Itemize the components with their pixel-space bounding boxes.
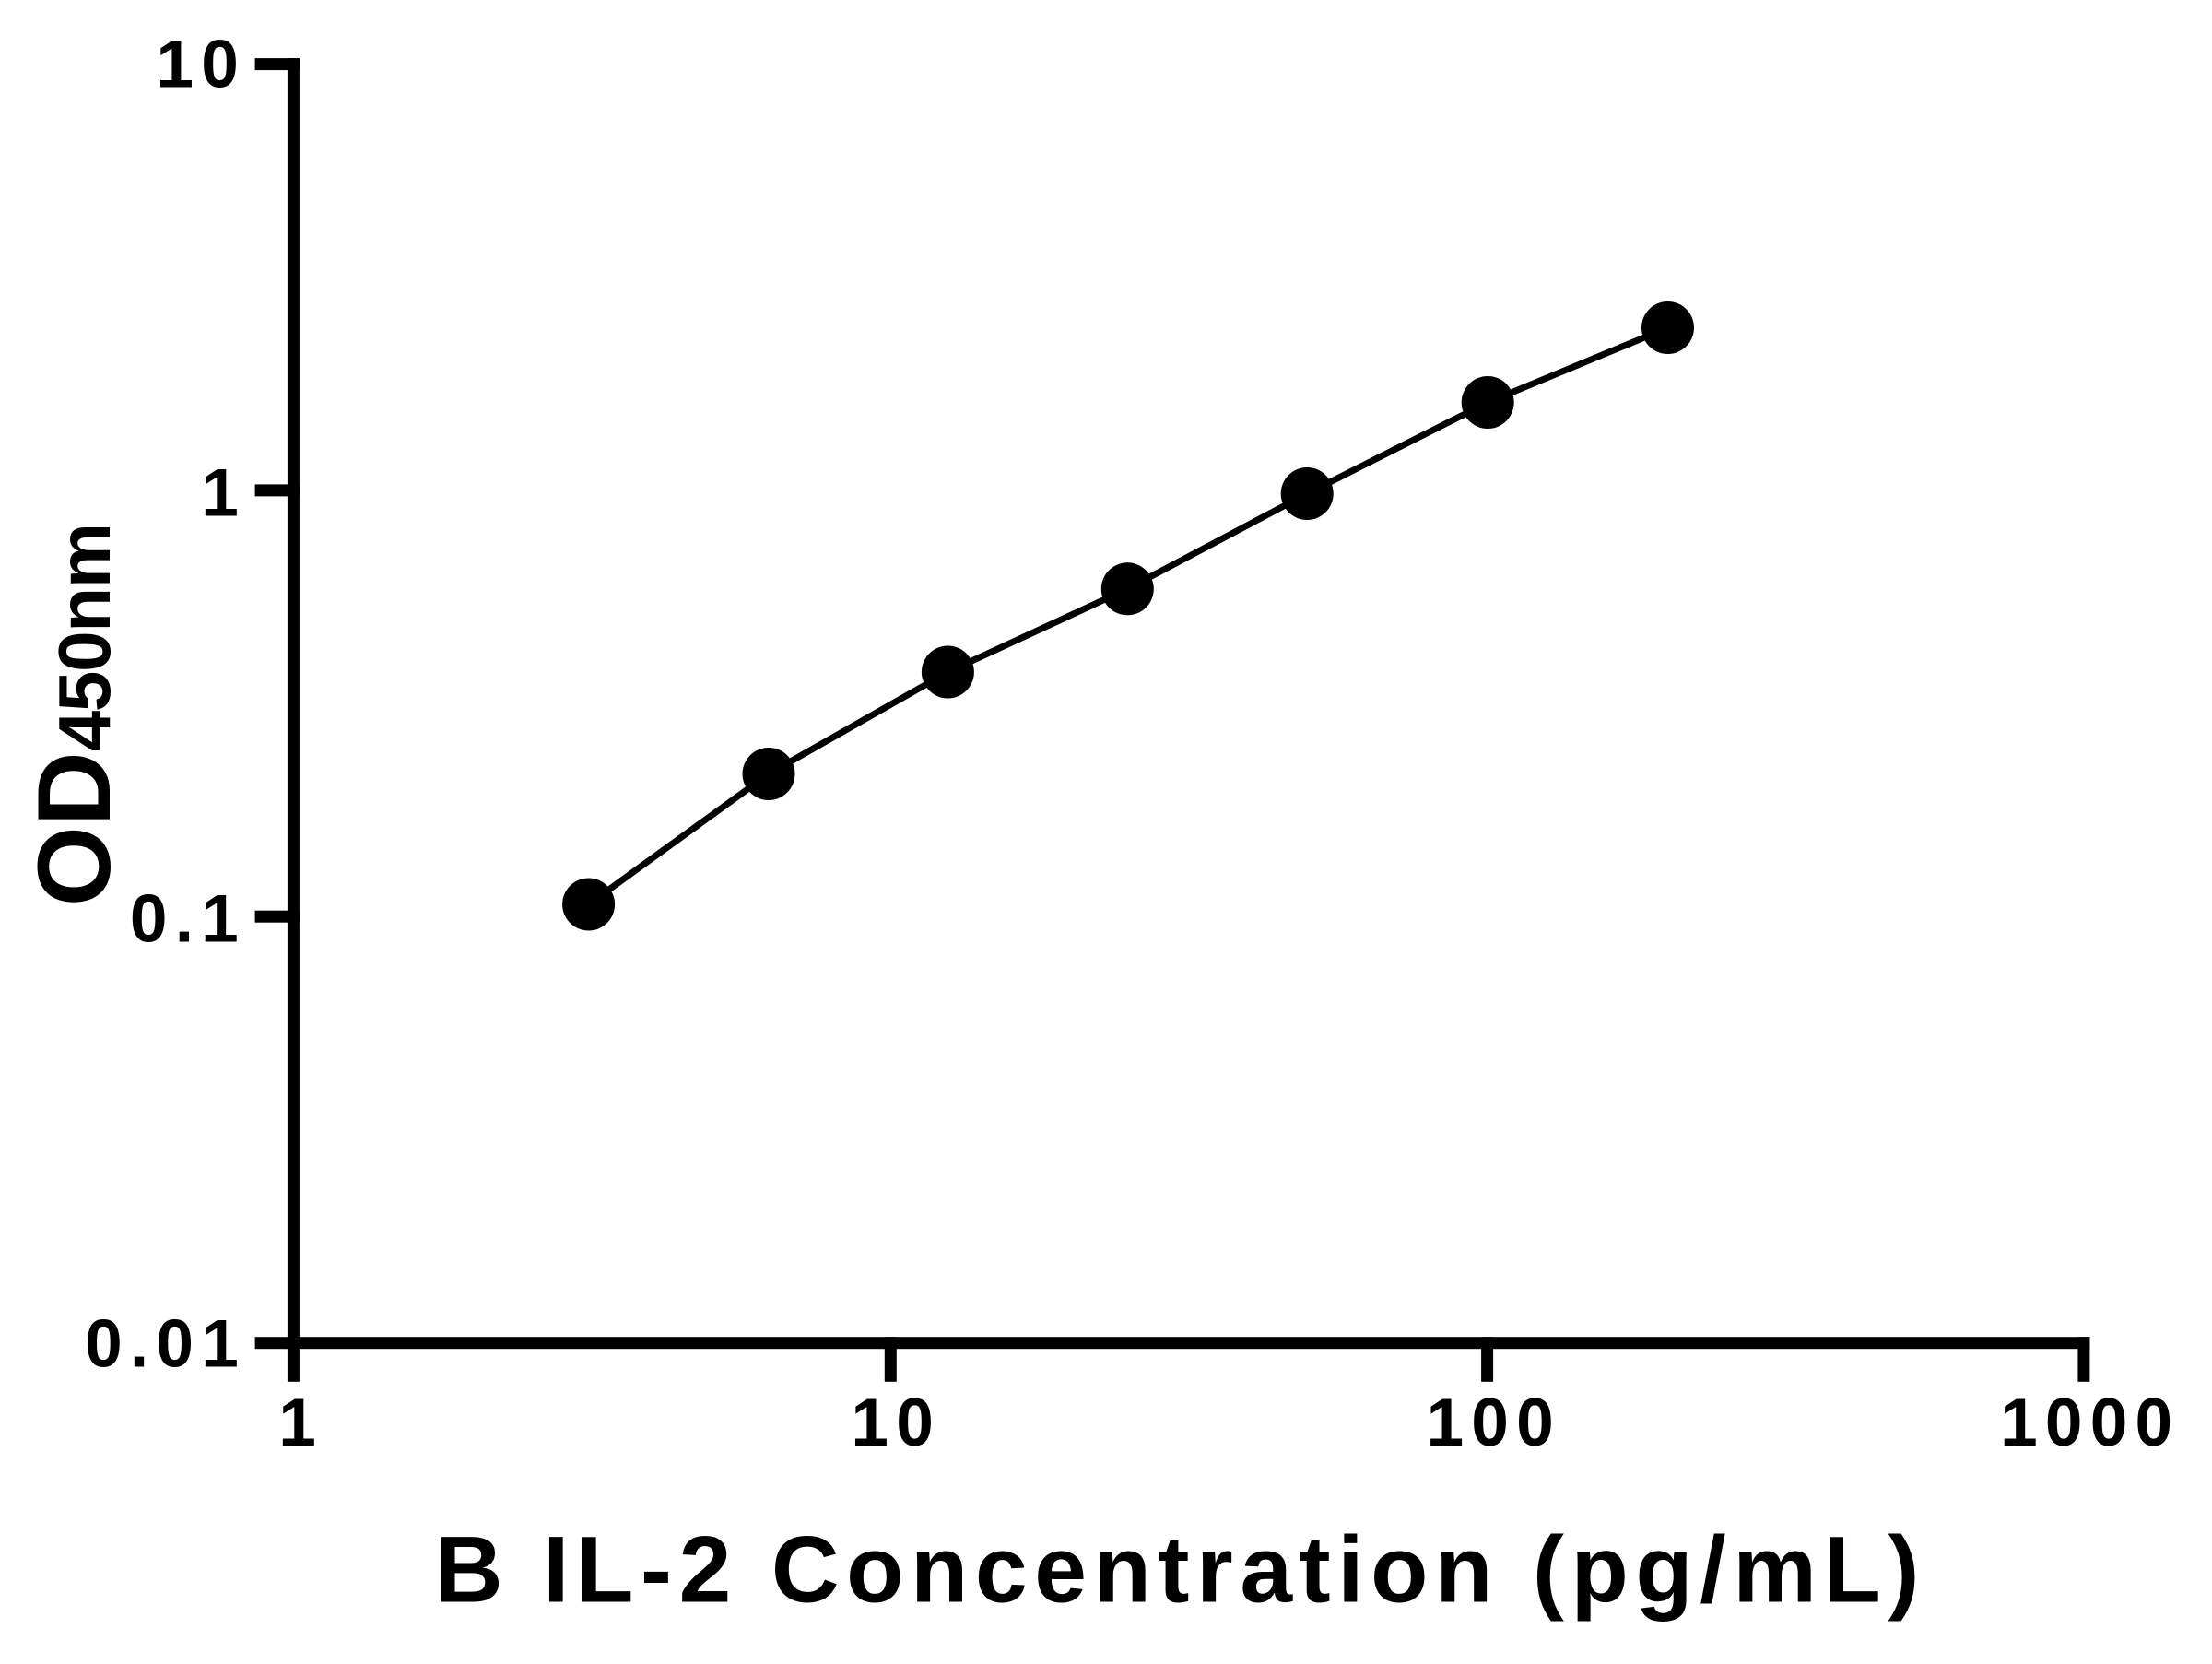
svg-text:B IL-2 Concentration (pg/mL): B IL-2 Concentration (pg/mL) — [435, 1517, 1926, 1623]
svg-text:10: 10 — [851, 1386, 941, 1460]
svg-text:0.1: 0.1 — [130, 882, 246, 957]
svg-text:1: 1 — [201, 455, 246, 530]
svg-text:1000: 1000 — [2000, 1386, 2180, 1460]
svg-text:10: 10 — [156, 28, 246, 102]
svg-text:0.01: 0.01 — [85, 1307, 246, 1382]
svg-text:100: 100 — [1426, 1386, 1560, 1460]
svg-text:1: 1 — [278, 1386, 324, 1460]
